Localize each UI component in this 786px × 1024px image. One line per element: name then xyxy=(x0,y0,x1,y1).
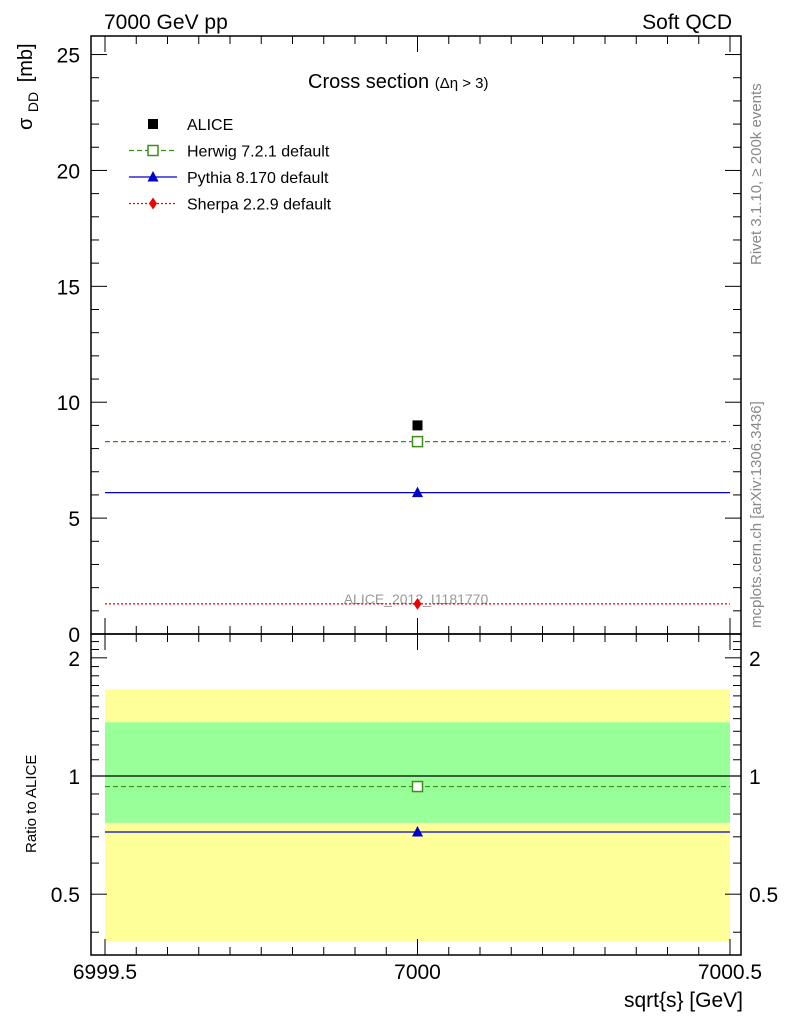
legend-label: Pythia 8.170 default xyxy=(187,170,329,187)
mcplots-label: mcplots.cern.ch [arXiv:1306.3436] xyxy=(748,401,765,628)
legend-marker xyxy=(147,144,159,157)
legend-marker xyxy=(148,119,158,129)
main-y-label-symbol: σ xyxy=(15,117,37,130)
main-y-tick-label: 0 xyxy=(68,624,80,647)
x-tick-label: 7000 xyxy=(394,961,441,984)
x-axis-label: sqrt{s} [GeV] xyxy=(624,989,743,1012)
ratio-y-tick-label-right: 2 xyxy=(749,648,761,671)
header-energy: 7000 GeV pp xyxy=(104,11,228,34)
main-watermark: ALICE_2012_I1181770 xyxy=(344,591,489,607)
legend-label: Herwig 7.2.1 default xyxy=(187,144,330,161)
main-panel: 0 5 10 15 20 25 ALICE_2012_I1181770 Cross sec… xyxy=(15,35,742,647)
main-title-suffix: (Δη > 3) xyxy=(435,75,489,92)
main-y-tick-label: 5 xyxy=(68,508,80,531)
ratio-series-marker xyxy=(411,780,424,793)
legend: ALICE Herwig 7.2.1 default Pythia 8.170 de… xyxy=(129,117,332,214)
ratio-y-tick-label: 2 xyxy=(68,648,80,671)
legend-label: Sherpa 2.2.9 default xyxy=(187,197,332,214)
series-marker xyxy=(413,597,422,610)
ratio-series-marker xyxy=(412,826,423,837)
ratio-panel: 0.5 0.5 1 1 2 2 Ratio to ALICE 6999.5 7000 7000… xyxy=(23,36,778,1012)
main-y-label-unit: [mb] xyxy=(15,43,37,82)
ratio-y-tick-label: 0.5 xyxy=(51,884,80,907)
legend-marker xyxy=(149,197,157,210)
main-y-tick-label: 20 xyxy=(57,160,80,183)
header-category: Soft QCD xyxy=(642,11,732,34)
main-y-tick-label: 15 xyxy=(57,276,80,299)
series-marker xyxy=(412,486,423,498)
ratio-frame xyxy=(90,633,742,956)
main-y-tick-label: 10 xyxy=(57,392,80,415)
legend-label: ALICE xyxy=(187,117,233,134)
main-y-label: σ DD [mb] xyxy=(15,43,43,130)
main-y-axis: 0 5 10 15 20 25 xyxy=(57,45,741,647)
ratio-series xyxy=(105,780,730,837)
rivet-label: Rivet 3.1.10, ≥ 200k events xyxy=(748,83,765,265)
x-tick-label: 7000.5 xyxy=(698,961,762,984)
ratio-y-label: Ratio to ALICE xyxy=(23,755,40,853)
ratio-y-axis: 0.5 0.5 1 1 2 2 xyxy=(51,641,778,933)
x-axis: 6999.5 7000 7000.5 xyxy=(73,36,762,984)
ratio-y-tick-label: 1 xyxy=(68,766,80,789)
main-title: Cross section (Δη > 3) xyxy=(308,71,489,93)
legend-marker xyxy=(147,171,159,182)
ratio-y-tick-label-right: 1 xyxy=(749,766,761,789)
data-point xyxy=(412,420,423,431)
main-y-label-sub: DD xyxy=(25,92,41,112)
main-series xyxy=(105,420,730,610)
ratio-bands xyxy=(91,689,741,941)
x-tick-label: 6999.5 xyxy=(73,961,137,984)
uncertainty-band xyxy=(105,722,730,823)
series-marker xyxy=(411,435,424,448)
ratio-y-tick-label-right: 0.5 xyxy=(749,884,778,907)
main-y-tick-label: 25 xyxy=(57,45,80,68)
main-title-text: Cross section xyxy=(308,71,429,93)
